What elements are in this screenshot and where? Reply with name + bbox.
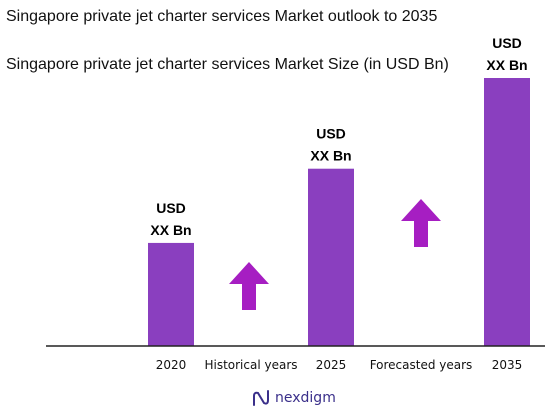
x-tick-label: 2020	[156, 358, 187, 372]
period-label: Historical years	[204, 358, 297, 372]
growth-arrow-icon	[229, 262, 269, 310]
x-tick-label: 2025	[316, 358, 347, 372]
nexdigm-n-icon	[253, 390, 269, 406]
logo-text: nexdigm	[275, 390, 336, 406]
bar-value-label: USD	[316, 126, 346, 142]
x-tick-label: 2035	[492, 358, 523, 372]
page-title: Singapore private jet charter services M…	[6, 8, 438, 25]
bar-value-label: USD	[492, 35, 522, 51]
bar-value-label: XX Bn	[310, 148, 351, 164]
chart-subtitle: Singapore private jet charter services M…	[6, 56, 449, 73]
period-label: Forecasted years	[370, 358, 473, 372]
bar-2035	[484, 78, 530, 346]
bar-2025	[308, 168, 354, 346]
bar-value-label: XX Bn	[486, 57, 527, 73]
bar-value-label: XX Bn	[150, 222, 191, 238]
growth-arrow-icon	[401, 199, 441, 247]
bar-2020	[148, 242, 194, 346]
nexdigm-logo: nexdigm	[251, 388, 336, 408]
bar-value-label: USD	[156, 200, 186, 216]
